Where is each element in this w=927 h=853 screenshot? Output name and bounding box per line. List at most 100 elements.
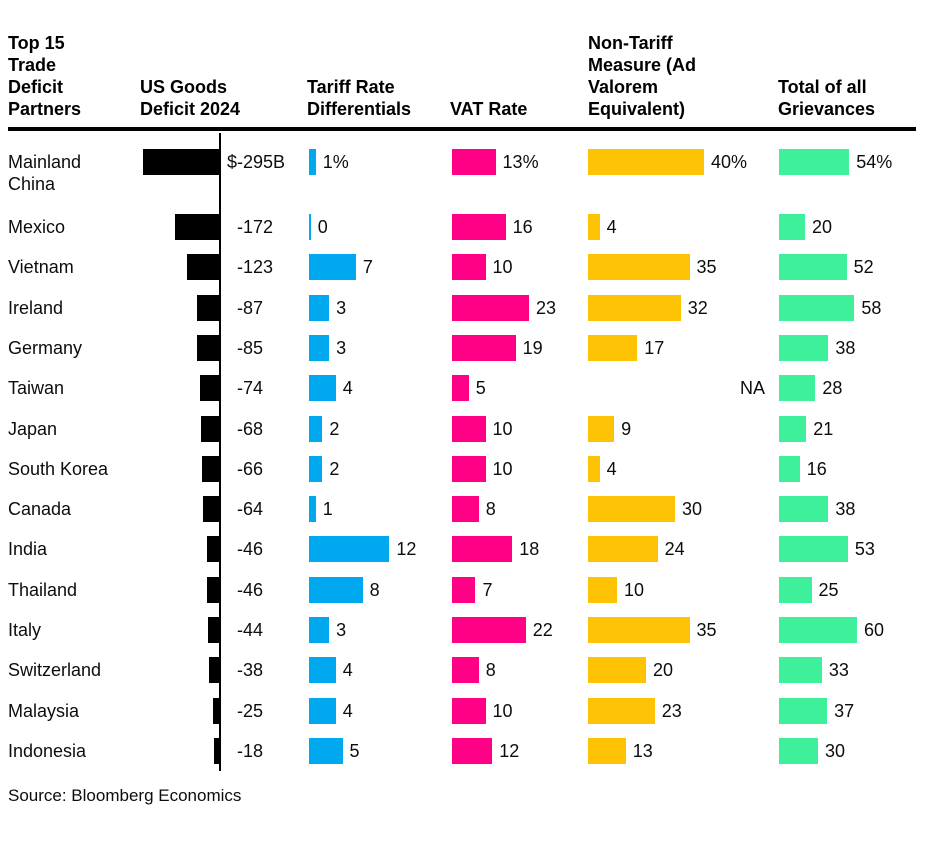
header-partners: Top 15 Trade Deficit Partners xyxy=(8,33,82,119)
deficit-value: -44 xyxy=(237,620,264,640)
total-bar xyxy=(779,657,822,683)
vat-value: 19 xyxy=(522,338,543,358)
country-label: Canada xyxy=(8,499,72,519)
vat-bar xyxy=(452,375,469,401)
ntm-bar xyxy=(588,149,704,175)
total-value: 28 xyxy=(822,378,843,398)
tariff-bar xyxy=(309,698,336,724)
total-value: 54% xyxy=(856,152,893,172)
ntm-value: 10 xyxy=(624,580,645,600)
deficit-bar xyxy=(201,416,219,442)
total-bar xyxy=(779,456,800,482)
tariff-value: 7 xyxy=(362,257,373,277)
ntm-bar xyxy=(588,214,600,240)
vat-bar xyxy=(452,295,530,321)
tariff-bar xyxy=(309,375,336,401)
ntm-value: 23 xyxy=(661,701,682,721)
country-label: Mainland China xyxy=(8,152,82,194)
total-bar xyxy=(779,254,847,280)
total-bar xyxy=(779,416,807,442)
tariff-value: 1% xyxy=(322,152,349,172)
tariff-value: 3 xyxy=(336,338,347,358)
vat-bar xyxy=(452,496,479,522)
country-label: Japan xyxy=(8,419,58,439)
country-label: Germany xyxy=(8,338,83,358)
vat-bar xyxy=(452,698,486,724)
country-label: Italy xyxy=(8,620,42,640)
tariff-bar xyxy=(309,577,363,603)
country-label: Thailand xyxy=(8,580,78,600)
total-bar xyxy=(779,536,848,562)
deficit-bar xyxy=(143,149,219,175)
ntm-value: 13 xyxy=(632,741,653,761)
total-value: 60 xyxy=(864,620,885,640)
deficit-bar xyxy=(197,335,219,361)
ntm-bar xyxy=(588,254,690,280)
ntm-bar xyxy=(588,295,681,321)
total-value: 37 xyxy=(834,701,855,721)
ntm-value: 20 xyxy=(653,660,674,680)
deficit-value: -85 xyxy=(237,338,264,358)
deficit-bar xyxy=(212,698,219,724)
header-non-tariff-measure: Non-Tariff Measure (Ad Valorem Equivalen… xyxy=(588,33,697,119)
vat-bar xyxy=(452,657,479,683)
tariff-bar xyxy=(309,738,343,764)
tariff-value: 5 xyxy=(349,741,360,761)
deficit-value: -46 xyxy=(237,580,264,600)
total-value: 53 xyxy=(854,539,875,559)
ntm-value: 9 xyxy=(621,419,632,439)
tariff-value: 0 xyxy=(317,217,328,237)
tariff-value: 2 xyxy=(329,419,340,439)
total-bar xyxy=(779,335,829,361)
total-bar xyxy=(779,149,850,175)
vat-bar xyxy=(452,617,526,643)
ntm-bar xyxy=(588,577,617,603)
deficit-bar xyxy=(209,657,219,683)
total-value: 16 xyxy=(806,459,827,479)
country-label: Mexico xyxy=(8,217,66,237)
deficit-value: -172 xyxy=(237,217,274,237)
vat-value: 18 xyxy=(519,539,540,559)
vat-value: 10 xyxy=(492,419,513,439)
vat-value: 7 xyxy=(482,580,493,600)
deficit-value: $-295B xyxy=(227,152,286,172)
tariff-bar xyxy=(309,456,323,482)
ntm-value: 4 xyxy=(606,217,617,237)
tariff-bar xyxy=(309,496,316,522)
deficit-bar xyxy=(201,456,219,482)
ntm-value: 24 xyxy=(664,539,685,559)
tariff-bar xyxy=(309,335,330,361)
deficit-value: -38 xyxy=(237,660,264,680)
header-rule xyxy=(8,127,916,131)
ntm-bar xyxy=(588,416,615,442)
country-label: Indonesia xyxy=(8,741,87,761)
column-headers: Top 15 Trade Deficit Partners US Goods D… xyxy=(0,0,927,126)
country-label: South Korea xyxy=(8,459,109,479)
tariff-bar xyxy=(309,214,311,240)
deficit-bar xyxy=(196,295,219,321)
total-value: 52 xyxy=(853,257,874,277)
ntm-value: 35 xyxy=(696,257,717,277)
deficit-value: -74 xyxy=(237,378,264,398)
tariff-value: 2 xyxy=(329,459,340,479)
tariff-value: 3 xyxy=(336,298,347,318)
deficit-value: -66 xyxy=(237,459,264,479)
header-total-grievances: Total of all Grievances xyxy=(778,77,876,119)
tariff-value: 12 xyxy=(396,539,417,559)
vat-value: 10 xyxy=(492,459,513,479)
deficit-bar xyxy=(207,536,219,562)
vat-value: 10 xyxy=(492,701,513,721)
source-note: Source: Bloomberg Economics xyxy=(8,786,242,805)
total-bar xyxy=(779,738,818,764)
total-bar xyxy=(779,617,857,643)
country-label: Malaysia xyxy=(8,701,80,721)
deficit-value: -64 xyxy=(237,499,264,519)
deficit-bar xyxy=(207,577,219,603)
total-bar xyxy=(779,698,828,724)
total-value: 30 xyxy=(825,741,846,761)
deficit-axis-line xyxy=(219,133,221,771)
vat-value: 23 xyxy=(536,298,557,318)
tariff-bar xyxy=(309,254,356,280)
tariff-value: 3 xyxy=(336,620,347,640)
tariff-value: 8 xyxy=(369,580,380,600)
